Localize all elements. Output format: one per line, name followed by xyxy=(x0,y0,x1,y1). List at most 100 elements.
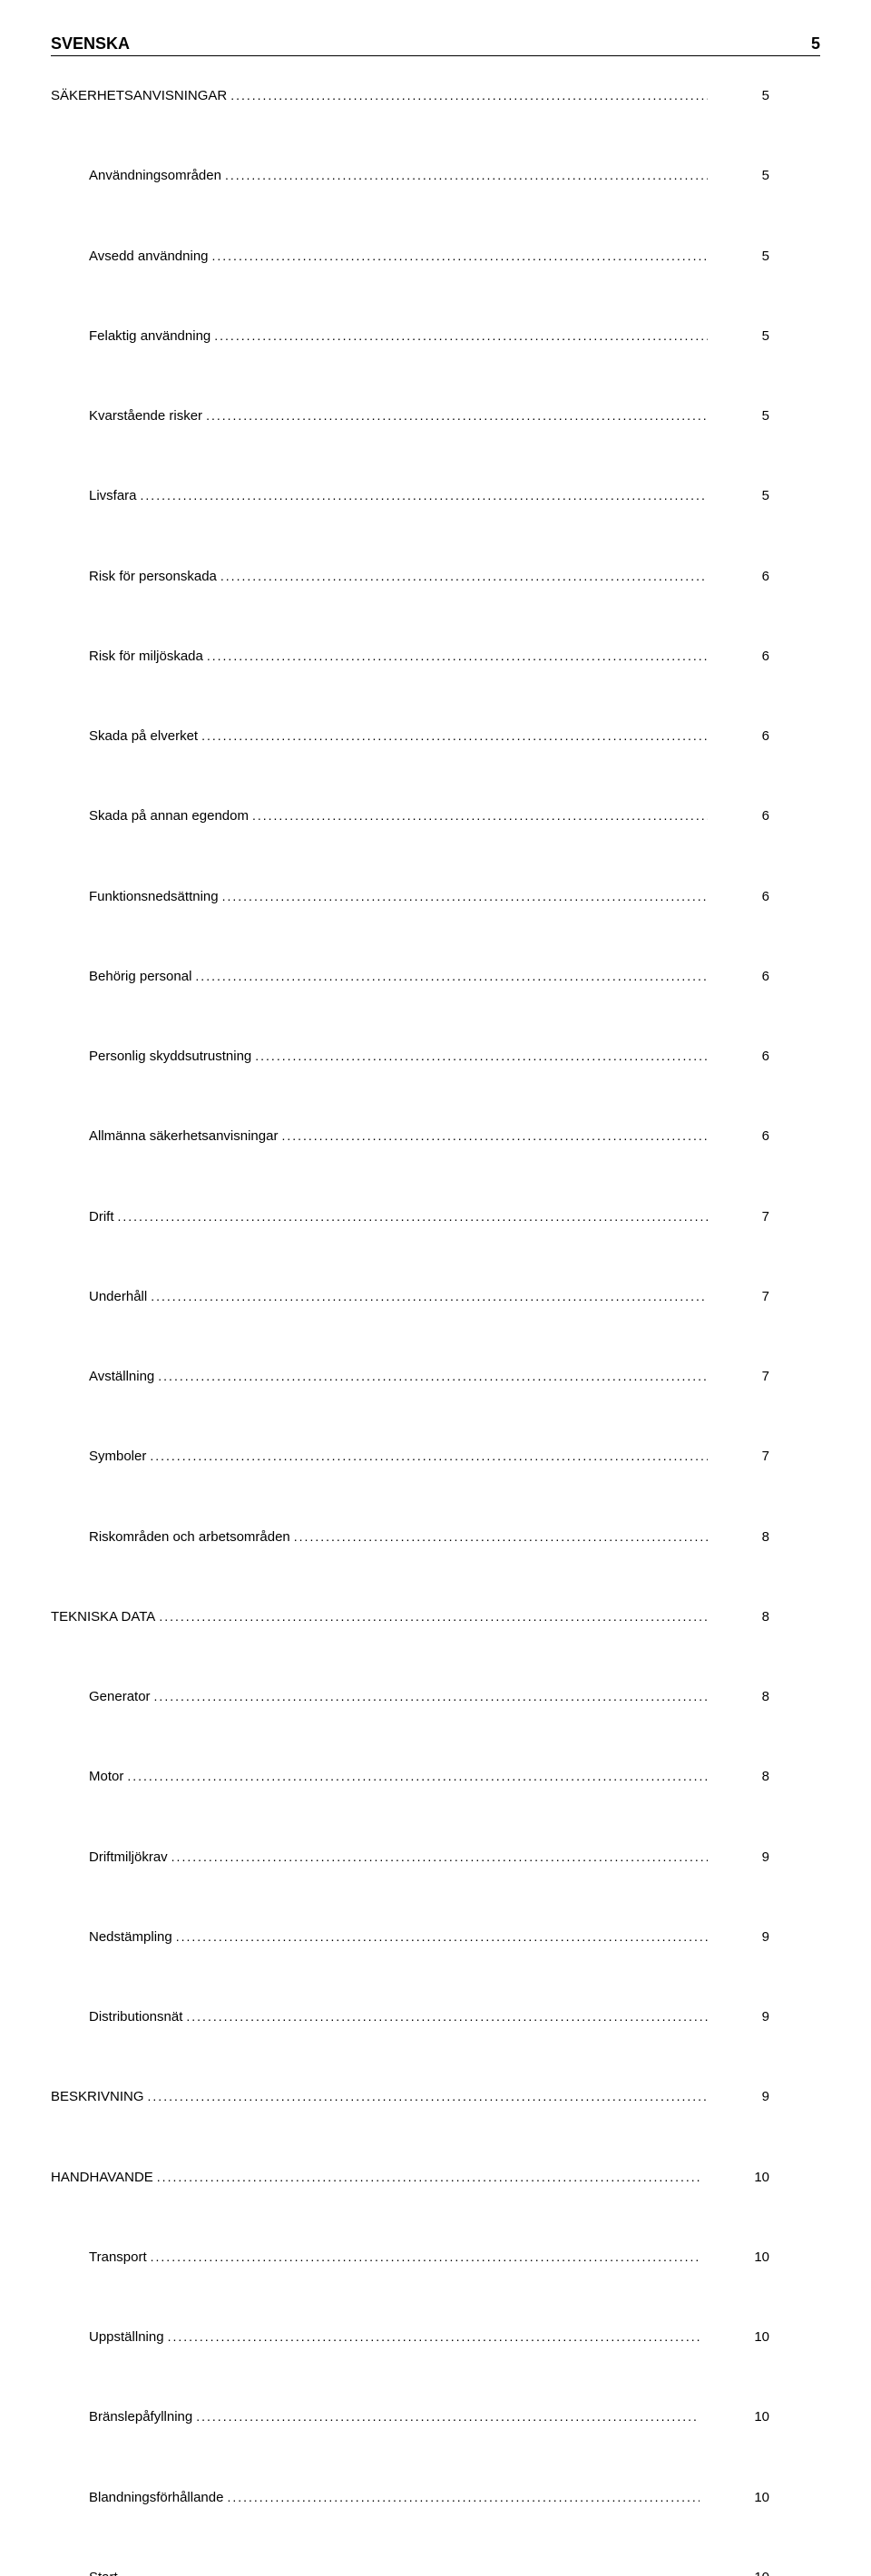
toc-label: Behörig personal xyxy=(89,968,191,986)
toc-label: Livsfara xyxy=(89,487,137,505)
toc-entry: Riskområden och arbetsområden8 xyxy=(51,1503,820,1583)
toc-leader xyxy=(151,2249,700,2267)
toc-entry: Skada på elverket 6 xyxy=(51,702,820,782)
toc-leader xyxy=(195,968,707,986)
toc-leader xyxy=(252,807,708,825)
toc-label: Uppställning xyxy=(89,2328,164,2347)
toc-entry: Behörig personal 6 xyxy=(51,942,820,1022)
toc-page: 6 xyxy=(711,863,820,942)
toc-leader xyxy=(171,1849,708,1867)
toc-leader xyxy=(118,1208,708,1226)
toc-page: 6 xyxy=(711,702,820,782)
table-of-contents: SVENSKA5SÄKERHETSANVISNINGAR5Användnings… xyxy=(51,34,820,2576)
toc-label: Motor xyxy=(89,1768,123,1786)
toc-page: 5 xyxy=(711,302,820,382)
toc-entry: Risk för miljöskada 6 xyxy=(51,622,820,702)
toc-label: SÄKERHETSANVISNINGAR xyxy=(51,87,227,105)
toc-leader xyxy=(159,1608,707,1626)
toc-label: Skada på annan egendom xyxy=(89,807,249,825)
section-header: SVENSKA 5 xyxy=(51,34,820,56)
toc-page: 10 xyxy=(703,2383,820,2463)
toc-page: 8 xyxy=(711,1742,820,1822)
toc-page: 6 xyxy=(711,782,820,862)
toc-leader xyxy=(122,2569,700,2576)
toc-leader xyxy=(225,167,708,185)
toc-leader xyxy=(168,2328,700,2347)
toc-label: Personlig skyddsutrustning xyxy=(89,1048,251,1066)
toc-label: Distributionsnät xyxy=(89,2008,182,2026)
toc-label: Nedstämpling xyxy=(89,1928,172,1947)
toc-leader xyxy=(186,2008,707,2026)
toc-entry: Transport10 xyxy=(51,2223,820,2303)
toc-entry: Avsedd användning 5 xyxy=(51,222,820,302)
toc-entry: Driftmiljökrav 9 xyxy=(51,1823,820,1903)
toc-page: 10 xyxy=(703,2143,820,2223)
toc-leader xyxy=(214,327,707,346)
toc-leader xyxy=(222,888,708,906)
toc-label: Funktionsnedsättning xyxy=(89,888,219,906)
toc-label: Underhåll xyxy=(89,1288,147,1306)
toc-entry: Kvarstående risker5 xyxy=(51,382,820,462)
toc-page: 5 xyxy=(711,222,820,302)
section-header-label: SVENSKA xyxy=(51,34,130,54)
toc-entry: BESKRIVNING9 xyxy=(51,2063,820,2142)
toc-page: 8 xyxy=(711,1583,820,1663)
toc-page: 6 xyxy=(711,942,820,1022)
toc-leader xyxy=(207,648,708,666)
toc-leader xyxy=(127,1768,707,1786)
toc-label: HANDHAVANDE xyxy=(51,2169,153,2187)
toc-page: 10 xyxy=(703,2223,820,2303)
toc-entry: Underhåll 7 xyxy=(51,1263,820,1342)
toc-page: 6 xyxy=(711,1102,820,1182)
toc-entry: Motor 8 xyxy=(51,1742,820,1822)
toc-page: 10 xyxy=(703,2464,820,2543)
toc-page: 6 xyxy=(711,542,820,622)
toc-page: 6 xyxy=(711,622,820,702)
toc-entry: Symboler 7 xyxy=(51,1422,820,1502)
toc-page: 8 xyxy=(711,1503,820,1583)
toc-leader xyxy=(294,1528,708,1547)
toc-label: Driftmiljökrav xyxy=(89,1849,168,1867)
toc-page: 6 xyxy=(711,1022,820,1102)
toc-label: Generator xyxy=(89,1688,151,1706)
toc-entry: Drift7 xyxy=(51,1183,820,1263)
toc-entry: Distributionsnät 9 xyxy=(51,1983,820,2063)
toc-entry: Generator 8 xyxy=(51,1663,820,1742)
toc-label: Blandningsförhållande xyxy=(89,2489,223,2507)
toc-page: 7 xyxy=(711,1422,820,1502)
toc-leader xyxy=(150,1448,707,1466)
toc-leader xyxy=(196,2408,700,2426)
toc-leader xyxy=(230,87,707,105)
toc-label: Risk för miljöskada xyxy=(89,648,203,666)
toc-leader xyxy=(141,487,708,505)
section-header-page: 5 xyxy=(811,34,820,54)
toc-leader xyxy=(212,248,708,266)
toc-label: Kvarstående risker xyxy=(89,407,202,425)
toc-label: Användningsområden xyxy=(89,167,221,185)
toc-leader xyxy=(227,2489,700,2507)
toc-page: 9 xyxy=(711,2063,820,2142)
toc-leader xyxy=(176,1928,708,1947)
toc-entry: HANDHAVANDE 10 xyxy=(51,2143,820,2223)
toc-entry: Personlig skyddsutrustning 6 xyxy=(51,1022,820,1102)
toc-entry: Uppställning10 xyxy=(51,2303,820,2383)
toc-label: Avsedd användning xyxy=(89,248,209,266)
toc-label: TEKNISKA DATA xyxy=(51,1608,155,1626)
toc-entry: Användningsområden5 xyxy=(51,141,820,221)
toc-page: 8 xyxy=(711,1663,820,1742)
toc-entry: Avställning7 xyxy=(51,1342,820,1422)
toc-page: 7 xyxy=(711,1263,820,1342)
toc-entry: Livsfara5 xyxy=(51,462,820,542)
toc-leader xyxy=(206,407,708,425)
toc-label: Start xyxy=(89,2569,118,2576)
toc-page: 9 xyxy=(711,1823,820,1903)
toc-leader xyxy=(220,568,708,586)
toc-page: 9 xyxy=(711,1983,820,2063)
toc-label: Skada på elverket xyxy=(89,727,198,746)
toc-label: Drift xyxy=(89,1208,114,1226)
toc-page: 10 xyxy=(703,2543,820,2576)
toc-leader xyxy=(157,2169,700,2187)
toc-entry: Funktionsnedsättning 6 xyxy=(51,863,820,942)
toc-label: Symboler xyxy=(89,1448,146,1466)
toc-entry: Skada på annan egendom 6 xyxy=(51,782,820,862)
